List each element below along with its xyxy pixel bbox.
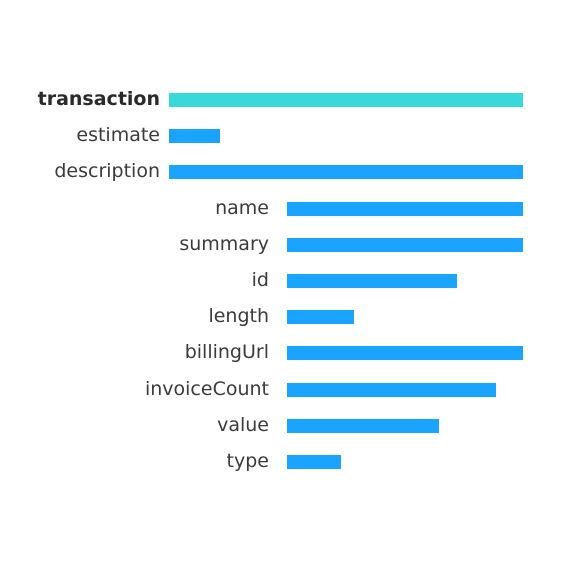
row-bar-estimate xyxy=(169,129,220,144)
row-bar-value xyxy=(287,418,439,433)
row-label-summary: summary xyxy=(179,232,269,255)
row-bar-description xyxy=(169,165,523,180)
row-bar-name xyxy=(287,201,523,216)
row-label-billingUrl: billingUrl xyxy=(184,341,269,364)
row-label-estimate: estimate xyxy=(76,124,160,147)
row-label-id: id xyxy=(251,269,269,291)
row-label-transaction: transaction xyxy=(37,88,160,110)
row-bar-billingUrl xyxy=(287,346,523,361)
row-bar-type xyxy=(287,455,341,469)
row-label-invoiceCount: invoiceCount xyxy=(144,377,269,400)
row-label-length: length xyxy=(208,305,269,328)
row-label-description: description xyxy=(54,160,160,183)
row-label-name: name xyxy=(215,196,269,219)
row-bar-summary xyxy=(287,237,523,252)
row-bar-invoiceCount xyxy=(287,382,496,397)
row-label-type: type xyxy=(226,450,269,472)
row-label-value: value xyxy=(217,413,269,436)
row-bar-id xyxy=(287,274,457,288)
row-bar-transaction xyxy=(169,93,523,107)
row-bar-length xyxy=(287,310,354,325)
